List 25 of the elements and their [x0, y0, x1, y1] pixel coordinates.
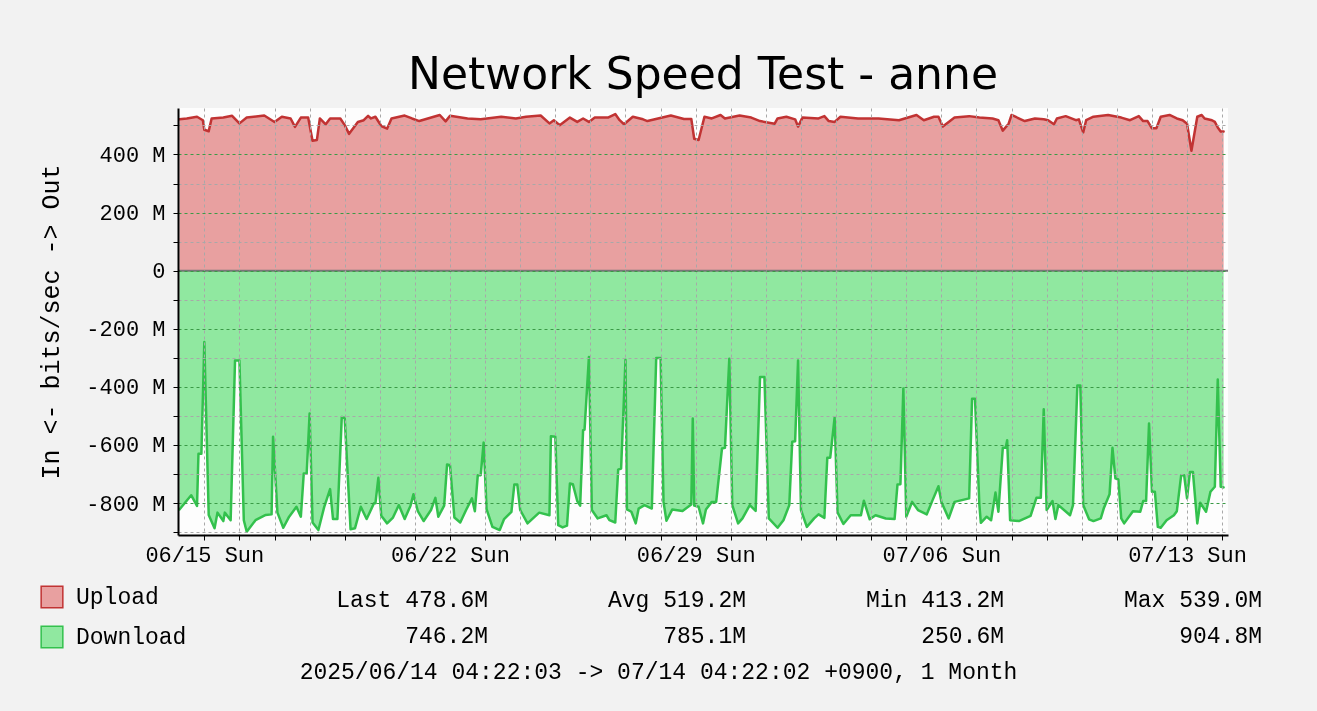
chart-title: Network Speed Test - anne [408, 48, 998, 99]
y-tick-label: -800 M [86, 492, 166, 518]
y-tick-label: 400 M [99, 143, 166, 169]
text: Last 478.6M [336, 587, 488, 615]
y-tick-label: -200 M [86, 318, 166, 344]
legend-label: Download [76, 625, 187, 651]
text: 746.2M [405, 623, 488, 651]
x-tick-label: 06/22 Sun [391, 543, 510, 569]
x-tick-label: 07/06 Sun [882, 543, 1002, 569]
text: 785.1M [663, 623, 746, 651]
text: 904.8M [1179, 623, 1262, 651]
y-tick-label: -600 M [86, 434, 166, 460]
y-tick-label: 0 [152, 260, 166, 286]
text: Min 413.2M [865, 587, 1004, 615]
legend-label: Upload [76, 585, 159, 611]
y-tick-label: -400 M [86, 376, 166, 402]
text: 2025/06/14 04:22:03 -> 07/14 04:22:02 +0900, 1 Month [298, 659, 1019, 687]
y-tick-label: 200 M [99, 202, 166, 228]
x-tick-label: 07/13 Sun [1128, 543, 1247, 569]
y-axis-title: In <- bits/sec -> Out [38, 164, 68, 480]
text: Max 539.0M [1123, 587, 1262, 615]
text: Avg 519.2M [607, 587, 746, 615]
x-tick-label: 06/15 Sun [145, 543, 265, 569]
x-tick-label: 06/29 Sun [636, 543, 756, 569]
text: 250.6M [921, 623, 1004, 651]
